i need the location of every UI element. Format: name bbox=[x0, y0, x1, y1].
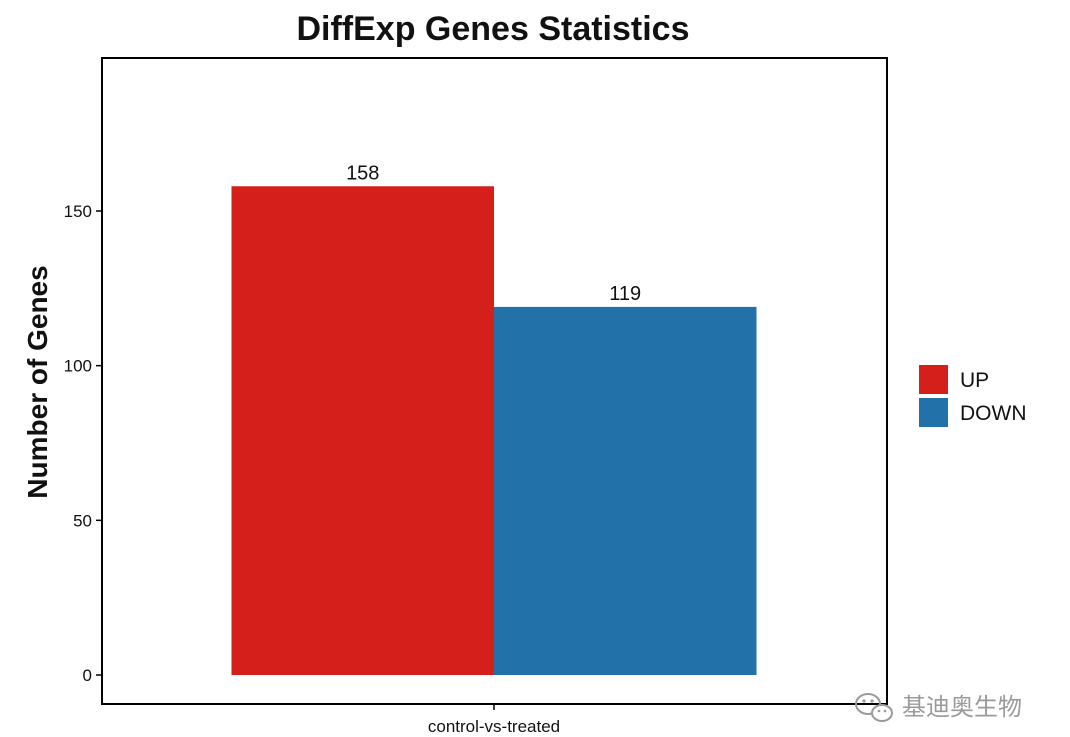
data-labels: 158 119 bbox=[346, 162, 641, 305]
legend: UP DOWN bbox=[919, 365, 1027, 427]
data-label-up: 158 bbox=[346, 162, 379, 184]
watermark: 基迪奥生物 bbox=[855, 693, 1022, 722]
x-tick-label: control-vs-treated bbox=[428, 717, 560, 736]
x-axis: control-vs-treated bbox=[428, 704, 560, 736]
legend-label-up: UP bbox=[960, 369, 989, 392]
chart-title: DiffExp Genes Statistics bbox=[296, 10, 689, 48]
y-tick-label: 150 bbox=[64, 202, 92, 221]
legend-label-down: DOWN bbox=[960, 402, 1027, 425]
y-tick-label: 0 bbox=[83, 666, 92, 685]
y-tick-label: 50 bbox=[73, 511, 92, 530]
y-axis-title: Number of Genes bbox=[22, 265, 53, 498]
wechat-icon bbox=[855, 693, 893, 722]
bar-up bbox=[231, 186, 494, 675]
bars bbox=[231, 186, 757, 675]
legend-swatch-down bbox=[919, 398, 948, 427]
legend-swatch-up bbox=[919, 365, 948, 394]
watermark-text: 基迪奥生物 bbox=[902, 693, 1022, 721]
data-label-down: 119 bbox=[609, 283, 641, 305]
y-axis: 0 50 100 150 bbox=[64, 202, 102, 685]
y-tick-label: 100 bbox=[64, 357, 92, 376]
bar-down bbox=[494, 306, 757, 675]
